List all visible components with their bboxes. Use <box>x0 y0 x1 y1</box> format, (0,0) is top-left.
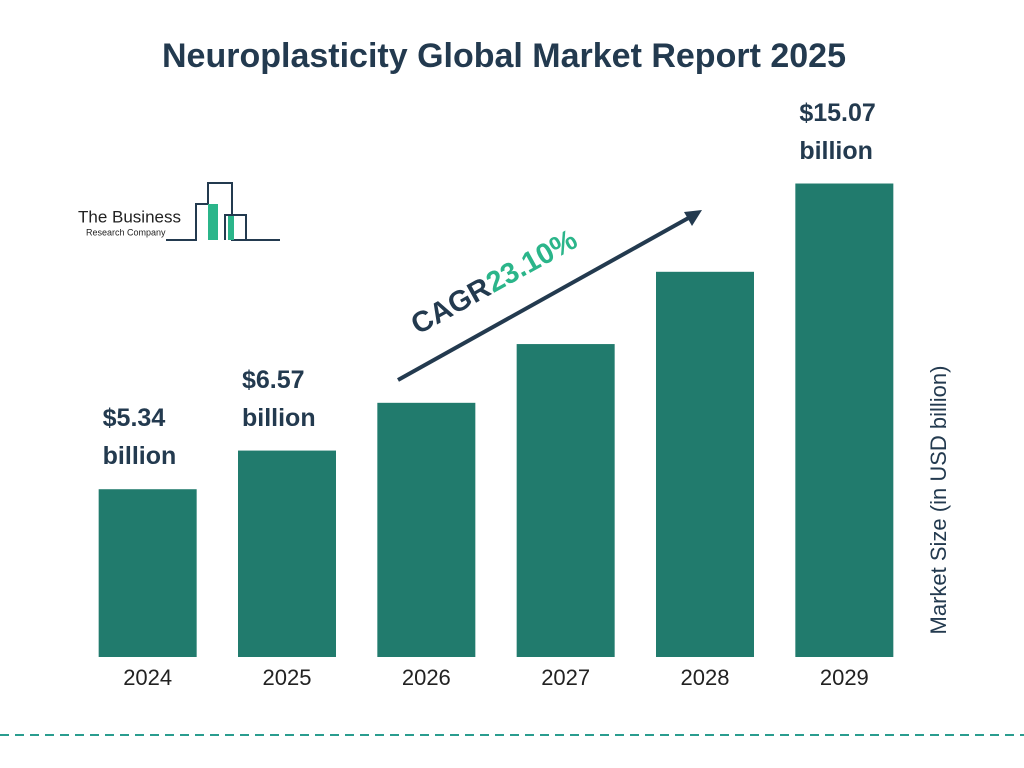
x-tick-label: 2025 <box>263 665 312 690</box>
logo-bar <box>228 215 234 240</box>
logo-subtext: Research Company <box>86 227 166 237</box>
x-tick-label: 2024 <box>123 665 172 690</box>
x-tick-label: 2029 <box>820 665 869 690</box>
logo-outline <box>166 182 280 241</box>
x-tick-label: 2027 <box>541 665 590 690</box>
x-tick-label: 2026 <box>402 665 451 690</box>
chart-title: Neuroplasticity Global Market Report 202… <box>162 37 846 75</box>
logo: The Business Research Company <box>78 182 280 241</box>
value-label: $15.07 billion <box>799 98 876 165</box>
x-tick-label: 2028 <box>681 665 730 690</box>
cagr-arrow <box>397 214 693 382</box>
logo-text: The Business <box>78 207 181 226</box>
bar <box>795 183 894 657</box>
bar <box>516 344 615 657</box>
cagr-arrowhead <box>684 210 702 226</box>
y-axis-label: Market Size (in USD billion) <box>926 366 951 635</box>
logo-bar <box>208 204 218 240</box>
cagr-group: CAGR 23.10% <box>406 224 583 341</box>
logo-outline <box>224 214 247 240</box>
bar <box>98 489 197 657</box>
bar <box>377 402 476 657</box>
cagr-value: 23.10% <box>481 224 583 300</box>
value-label: $5.34 billion <box>102 404 177 471</box>
bar <box>656 271 754 657</box>
value-label: $6.57 billion <box>242 365 316 432</box>
bar <box>238 450 336 657</box>
